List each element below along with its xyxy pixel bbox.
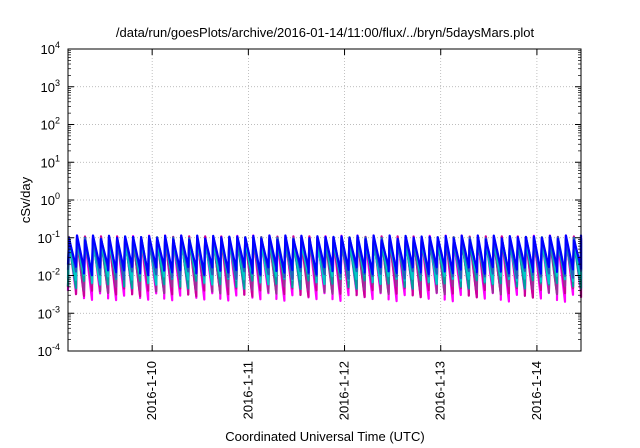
x-axis: 2016-1-10 2016-1-11 2016-1-12 2016-1-13 2016… <box>144 49 544 420</box>
x-tick-label: 2016-1-12 <box>337 361 352 420</box>
y-tick-label: 10-2 <box>38 267 60 284</box>
y-tick-label: 100 <box>41 191 60 208</box>
y-tick-label: 101 <box>41 153 60 170</box>
chart-title: /data/run/goesPlots/archive/2016-01-14/1… <box>116 25 535 40</box>
y-tick-label: 10-3 <box>38 304 60 321</box>
y-axis: 10-4 10-3 10-2 10-1 100 101 102 103 104 <box>38 40 581 359</box>
x-axis-label: Coordinated Universal Time (UTC) <box>225 429 424 444</box>
y-tick-label: 10-4 <box>38 342 60 359</box>
grid <box>68 49 581 351</box>
y-tick-label: 103 <box>41 78 60 95</box>
series-group <box>66 234 583 303</box>
x-tick-label: 2016-1-14 <box>529 361 544 420</box>
y-tick-label: 104 <box>41 40 60 57</box>
y-tick-label: 102 <box>41 116 60 133</box>
x-tick-label: 2016-1-10 <box>144 361 159 420</box>
plot-frame <box>67 48 582 352</box>
x-tick-label: 2016-1-13 <box>433 361 448 420</box>
x-tick-label: 2016-1-11 <box>240 361 255 419</box>
y-tick-label: 10-1 <box>38 229 60 246</box>
y-axis-label: cSv/day <box>18 176 33 223</box>
series-line <box>66 234 583 277</box>
